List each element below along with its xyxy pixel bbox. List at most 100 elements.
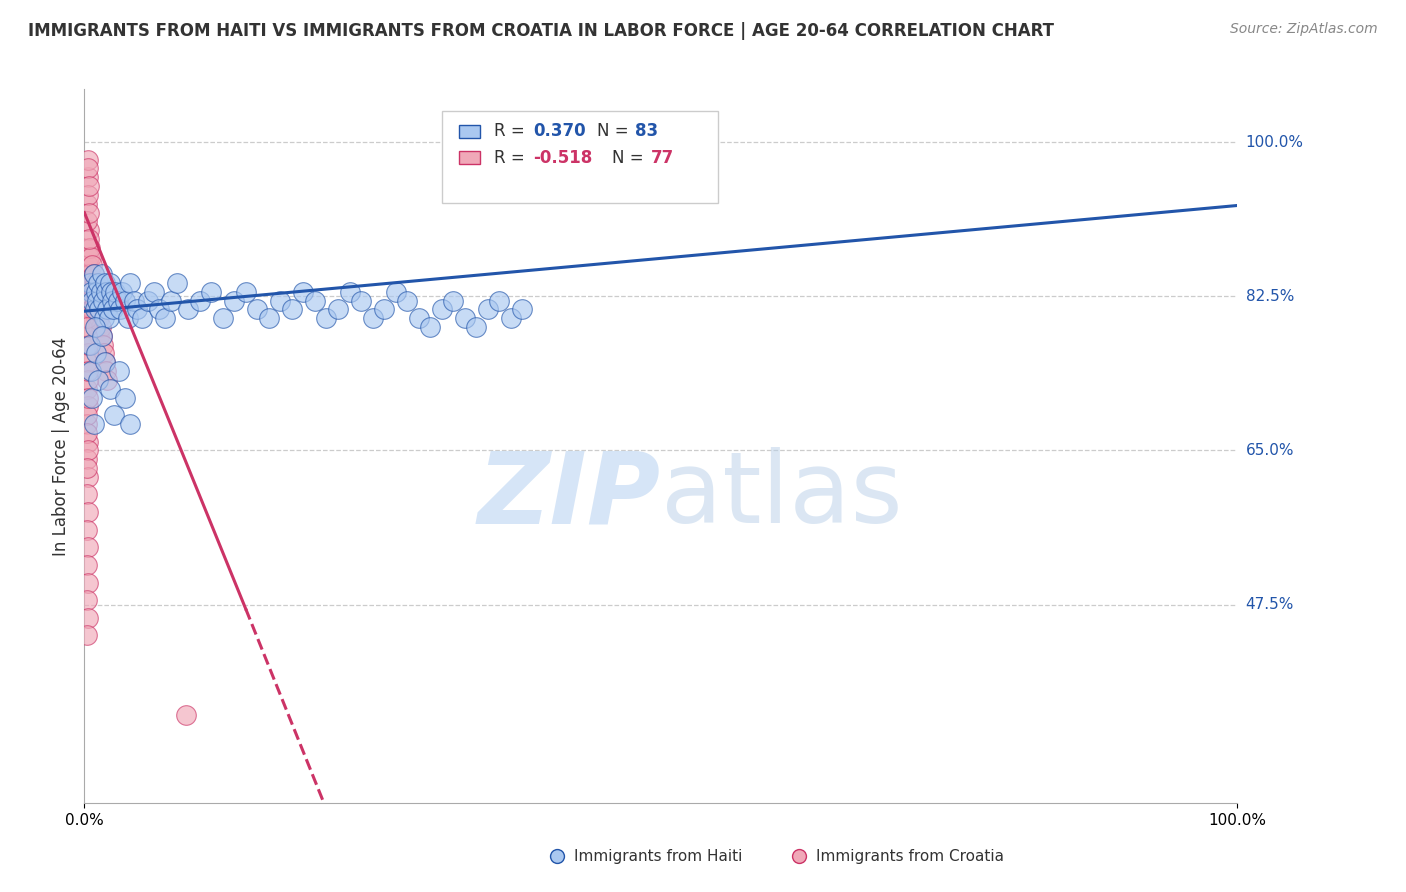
Point — [76, 364, 98, 378]
Point — [76, 382, 98, 396]
Point — [326, 302, 349, 317]
Point — [87, 373, 110, 387]
Point — [104, 285, 127, 299]
Point — [454, 311, 477, 326]
Text: 77: 77 — [651, 149, 673, 167]
Point — [79, 337, 101, 351]
Point — [94, 355, 117, 369]
Point — [477, 302, 499, 317]
Point — [77, 179, 100, 194]
Point — [77, 250, 100, 264]
Point — [100, 285, 122, 299]
Point — [117, 311, 139, 326]
Text: 83: 83 — [636, 122, 658, 140]
Point — [419, 320, 441, 334]
Text: -0.518: -0.518 — [533, 149, 592, 167]
Point — [94, 355, 117, 369]
Point — [408, 311, 430, 326]
Point — [80, 302, 103, 317]
Point — [120, 276, 142, 290]
Point — [174, 707, 197, 722]
Point — [76, 337, 98, 351]
Text: 82.5%: 82.5% — [1246, 289, 1294, 304]
Point — [76, 523, 98, 537]
Point — [103, 408, 125, 422]
Point — [315, 311, 337, 326]
Point — [257, 311, 280, 326]
Point — [86, 293, 108, 308]
Point — [93, 346, 115, 360]
Point — [76, 153, 98, 167]
Point — [87, 276, 110, 290]
Point — [76, 558, 98, 572]
Point — [76, 408, 98, 422]
Point — [89, 311, 111, 326]
Point — [79, 276, 101, 290]
Point — [76, 267, 98, 281]
Point — [131, 311, 153, 326]
Point — [80, 364, 103, 378]
Point — [79, 293, 101, 308]
Text: Immigrants from Haiti: Immigrants from Haiti — [575, 849, 742, 863]
Point — [339, 285, 361, 299]
Point — [82, 293, 104, 308]
Point — [76, 541, 98, 555]
Text: atlas: atlas — [661, 448, 903, 544]
Point — [76, 417, 98, 431]
Point — [122, 293, 145, 308]
Point — [396, 293, 419, 308]
Point — [76, 259, 98, 273]
Point — [82, 276, 104, 290]
Point — [76, 355, 98, 369]
Point — [76, 470, 98, 484]
Point — [83, 276, 105, 290]
Point — [86, 293, 108, 308]
Point — [90, 329, 112, 343]
Text: 65.0%: 65.0% — [1246, 443, 1294, 458]
Point — [76, 373, 98, 387]
FancyBboxPatch shape — [460, 152, 479, 164]
Point — [82, 391, 104, 405]
Point — [107, 293, 129, 308]
Point — [111, 285, 134, 299]
Point — [76, 329, 98, 343]
Point — [77, 223, 100, 237]
Point — [142, 285, 165, 299]
Text: 47.5%: 47.5% — [1246, 597, 1294, 612]
Point — [246, 302, 269, 317]
Point — [82, 259, 104, 273]
Text: N =: N = — [613, 149, 650, 167]
Point — [83, 267, 105, 281]
Point — [76, 434, 98, 449]
Point — [96, 364, 118, 378]
Point — [80, 250, 103, 264]
Point — [77, 267, 100, 281]
FancyBboxPatch shape — [460, 125, 479, 137]
Point — [153, 311, 176, 326]
Point — [235, 285, 257, 299]
Point — [98, 382, 121, 396]
Point — [292, 285, 315, 299]
Point — [83, 302, 105, 317]
Point — [350, 293, 373, 308]
Point — [83, 417, 105, 431]
Point — [76, 628, 98, 642]
Point — [89, 329, 111, 343]
Point — [83, 285, 105, 299]
Point — [89, 302, 111, 317]
Point — [373, 302, 395, 317]
Point — [120, 417, 142, 431]
Point — [76, 241, 98, 255]
Point — [84, 285, 107, 299]
Point — [148, 302, 170, 317]
Point — [304, 293, 326, 308]
Point — [512, 302, 534, 317]
Point — [166, 276, 188, 290]
Point — [76, 452, 98, 467]
Point — [108, 364, 131, 378]
Text: 0.370: 0.370 — [533, 122, 585, 140]
Point — [499, 311, 522, 326]
Point — [96, 302, 118, 317]
Point — [87, 302, 110, 317]
Point — [84, 346, 107, 360]
